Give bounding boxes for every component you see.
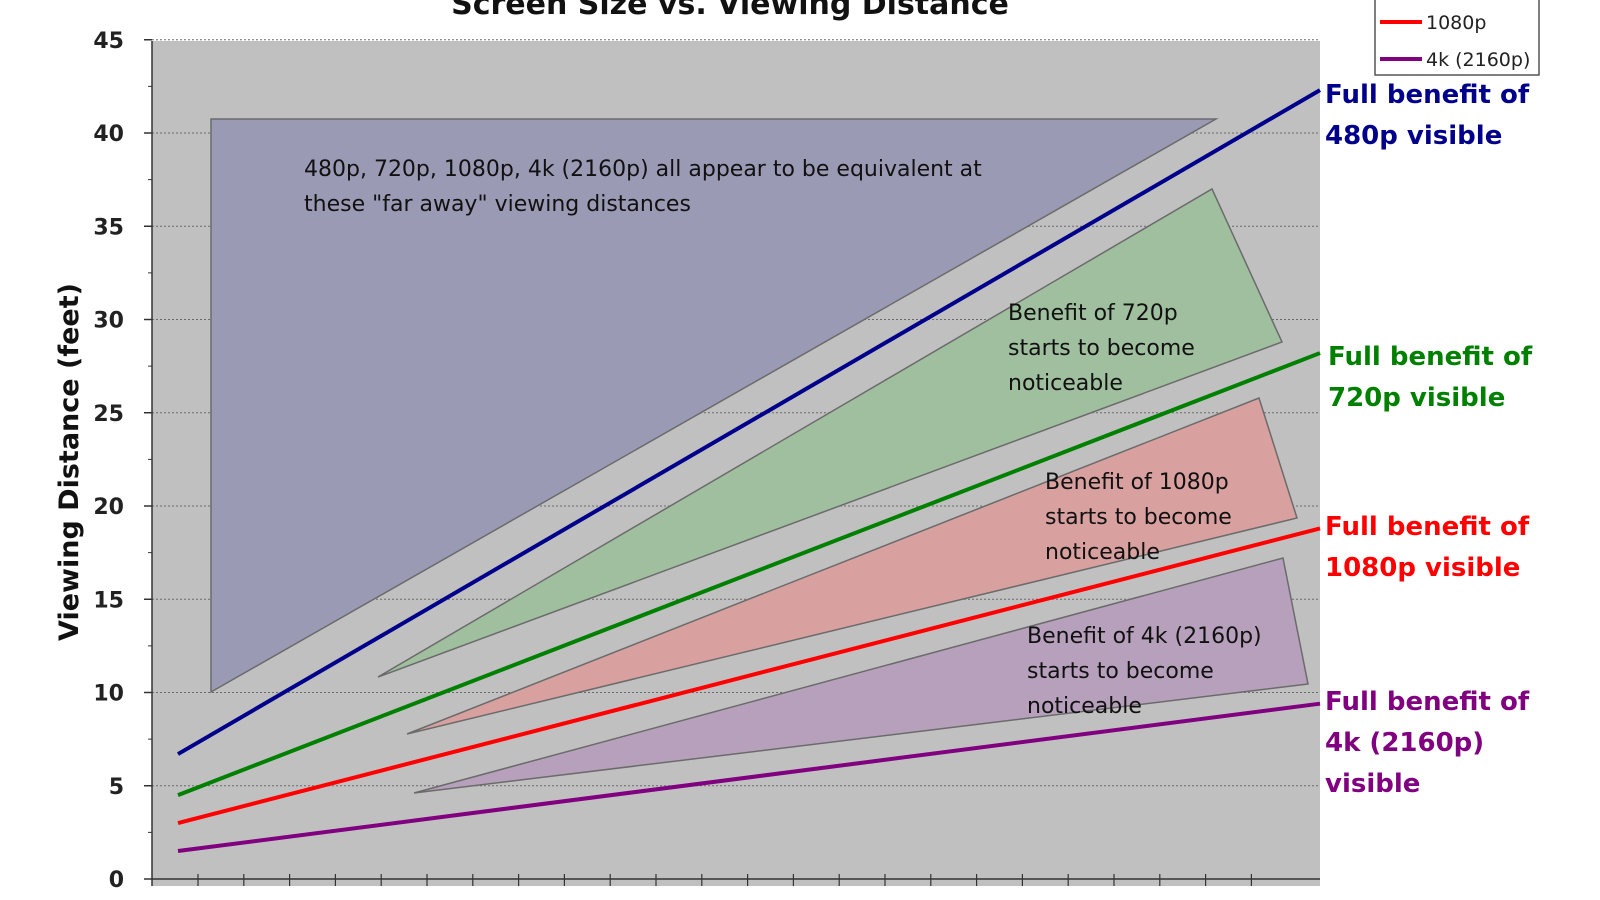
legend-items: 1080p 4k (2160p) — [1380, 12, 1530, 71]
y-tick-labels: 0 5 10 15 20 25 30 35 40 45 — [93, 29, 124, 893]
legend-box — [1374, 0, 1540, 76]
region-label-benefit-4k: starts to become — [1027, 659, 1214, 684]
region-label-benefit-1080p: starts to become — [1045, 505, 1232, 530]
end-label-4k (2160p): 4k (2160p) — [1325, 728, 1484, 758]
y-tick-label: 30 — [93, 309, 124, 334]
y-tick-label: 40 — [93, 122, 124, 147]
end-label-4k (2160p): visible — [1325, 769, 1420, 799]
y-tick-label: 15 — [93, 588, 124, 613]
region-label-benefit-720p: starts to become — [1008, 336, 1195, 361]
y-axis-title: Viewing Distance (feet) — [54, 283, 85, 641]
region-label-benefit-1080p: Benefit of 1080p — [1045, 470, 1229, 495]
region-label-benefit-720p: Benefit of 720p — [1008, 301, 1178, 326]
end-label-1080p: 1080p visible — [1325, 553, 1520, 583]
region-benefit-4k — [413, 557, 1309, 794]
region-benefit-1080p — [406, 397, 1298, 735]
end-label-720p: Full benefit of — [1328, 342, 1533, 372]
end-label-1080p: Full benefit of — [1325, 512, 1530, 542]
end-label-4k (2160p): Full benefit of — [1325, 687, 1530, 717]
series-lines — [176, 88, 1322, 854]
chart-title: Screen Size vs. Viewing Distance — [451, 0, 1009, 22]
axes — [144, 39, 1320, 886]
region-label-all-equivalent: 480p, 720p, 1080p, 4k (2160p) all appear… — [304, 157, 982, 182]
y-tick-label: 5 — [109, 775, 124, 800]
series-line-1080p — [177, 526, 1321, 825]
series-line-4k (2160p) — [177, 701, 1321, 854]
series-line-720p — [177, 351, 1321, 797]
y-tick-label: 0 — [109, 868, 124, 893]
region-label-benefit-1080p: noticeable — [1045, 540, 1160, 565]
region-label-all-equivalent: these "far away" viewing distances — [304, 192, 691, 217]
y-tick-label: 35 — [93, 215, 124, 240]
y-tick-label: 10 — [93, 682, 124, 707]
legend-label-1080p: 1080p — [1426, 12, 1486, 34]
region-all-equivalent — [210, 118, 1219, 694]
region-texts: 480p, 720p, 1080p, 4k (2160p) all appear… — [304, 157, 1262, 719]
region-benefit-720p — [377, 187, 1284, 678]
legend: 1080p 4k (2160p) — [1374, 0, 1540, 76]
y-tick-label: 20 — [93, 495, 124, 520]
end-label-480p: 480p visible — [1325, 121, 1502, 151]
region-label-benefit-720p: noticeable — [1008, 371, 1123, 396]
legend-label-4k (2160p): 4k (2160p) — [1426, 49, 1530, 71]
series-end-labels: Full benefit of 480p visible Full benefit … — [1325, 80, 1533, 799]
region-label-benefit-4k: noticeable — [1027, 694, 1142, 719]
end-label-480p: Full benefit of — [1325, 80, 1530, 110]
region-label-benefit-4k: Benefit of 4k (2160p) — [1027, 624, 1262, 649]
y-tick-label: 25 — [93, 402, 124, 427]
region-polygons — [210, 118, 1309, 794]
y-tick-label: 45 — [93, 29, 124, 54]
series-line-480p — [176, 88, 1322, 756]
end-label-720p: 720p visible — [1328, 383, 1505, 413]
